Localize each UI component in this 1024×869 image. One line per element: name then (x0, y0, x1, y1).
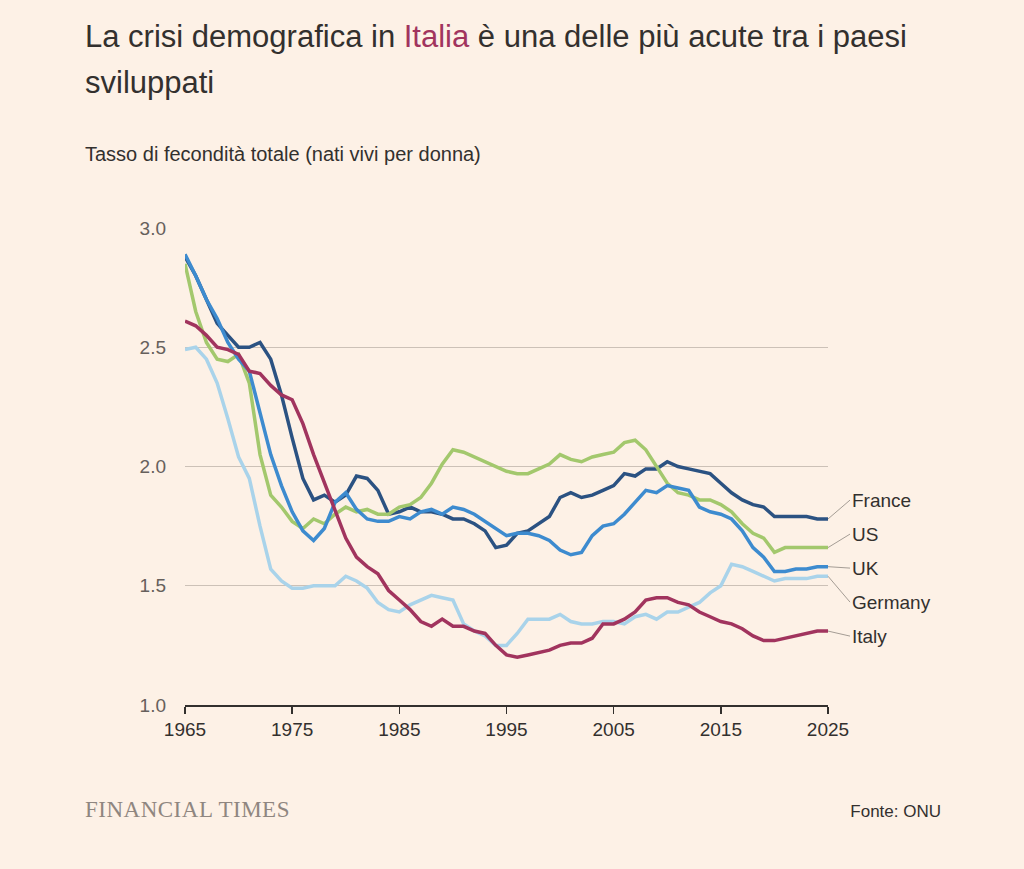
html-text:La crisi demografica in Italia: La crisi demografica in Italia è una del… (85, 19, 907, 100)
svg-text:3.0: 3.0 (140, 218, 166, 239)
html-text:Tasso di fecondità totale (nat: Tasso di fecondità totale (nati vivi per… (85, 143, 481, 165)
svg-text:1.5: 1.5 (140, 575, 166, 596)
html-text:Fonte: ONU: Fonte: ONU (850, 802, 941, 821)
svg-text:1965: 1965 (164, 719, 206, 740)
svg-text:UK: UK (852, 558, 879, 579)
svg-text:2025: 2025 (807, 719, 849, 740)
svg-text:1995: 1995 (485, 719, 527, 740)
svg-text:Italy: Italy (852, 626, 887, 647)
svg-text:US: US (852, 524, 878, 545)
svg-text:1975: 1975 (271, 719, 313, 740)
svg-text:1985: 1985 (378, 719, 420, 740)
svg-text:2.5: 2.5 (140, 337, 166, 358)
svg-text:1.0: 1.0 (140, 695, 166, 716)
svg-text:Germany: Germany (852, 592, 931, 613)
svg-text:2.0: 2.0 (140, 456, 166, 477)
html-text:FINANCIAL TIMES: FINANCIAL TIMES (85, 797, 290, 822)
svg-text:2005: 2005 (593, 719, 635, 740)
svg-text:France: France (852, 490, 911, 511)
svg-text:2015: 2015 (700, 719, 742, 740)
